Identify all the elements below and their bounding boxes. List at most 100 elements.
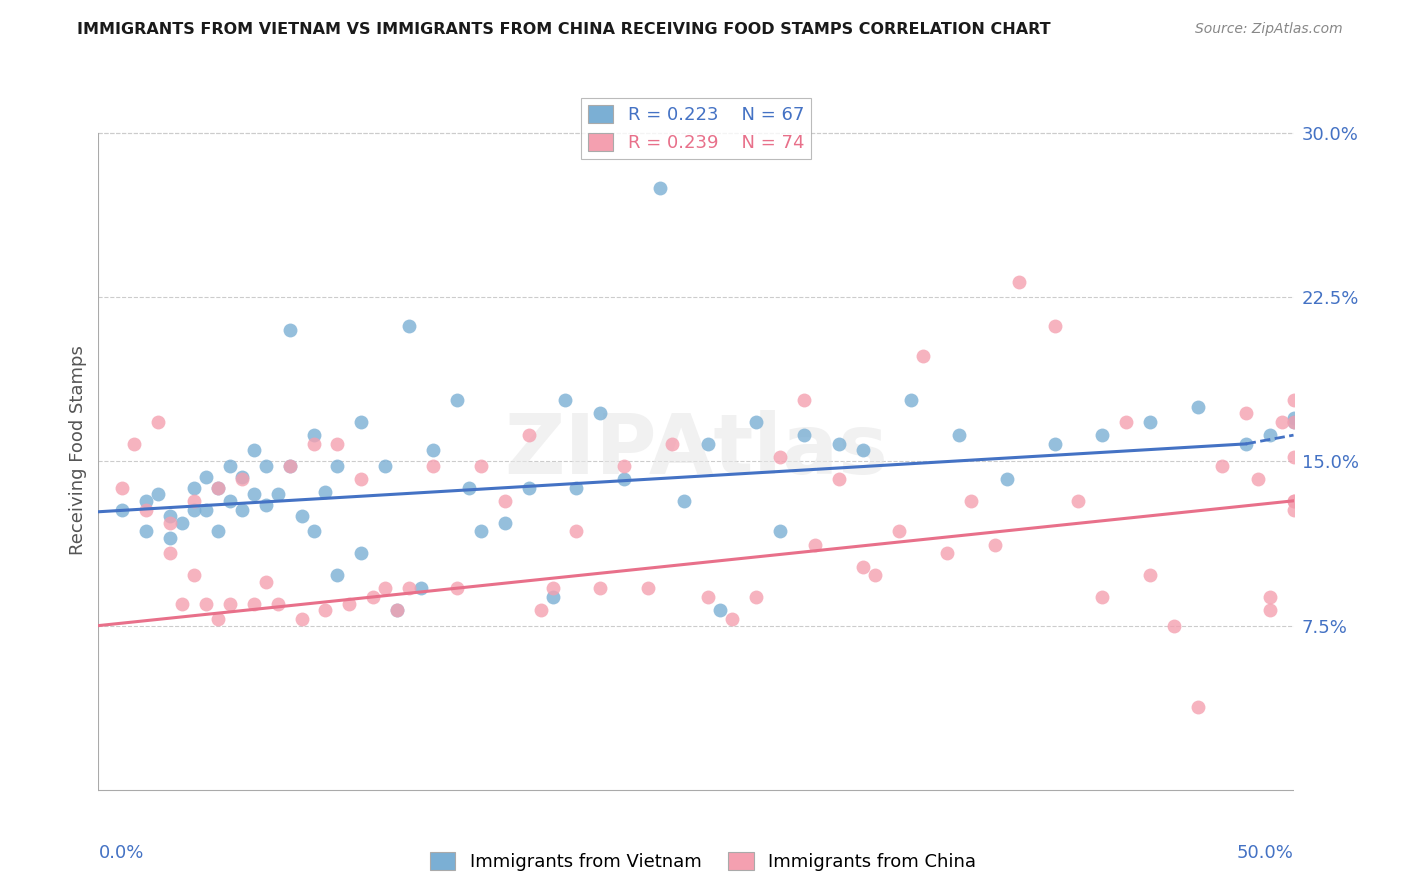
Point [374,458,396,473]
Point [111,502,134,516]
Text: IMMIGRANTS FROM VIETNAM VS IMMIGRANTS FROM CHINA RECEIVING FOOD STAMPS CORRELATI: IMMIGRANTS FROM VIETNAM VS IMMIGRANTS FR… [77,22,1050,37]
Point [900,393,922,408]
Point [1067,493,1090,508]
Point [984,538,1007,552]
Point [207,612,229,626]
Point [159,546,181,560]
Point [243,443,266,458]
Point [231,502,253,516]
Y-axis label: Receiving Food Stamps: Receiving Food Stamps [69,345,87,556]
Point [1258,428,1281,442]
Legend: R = 0.223    N = 67, R = 0.239    N = 74: R = 0.223 N = 67, R = 0.239 N = 74 [581,98,811,160]
Point [554,393,576,408]
Point [1211,458,1233,473]
Point [291,612,314,626]
Point [411,582,433,596]
Point [231,469,253,483]
Point [183,493,205,508]
Point [350,546,373,560]
Point [648,180,672,194]
Point [1258,590,1281,604]
Point [111,481,134,495]
Point [350,415,373,429]
Point [183,481,205,495]
Point [541,582,564,596]
Point [1282,450,1305,464]
Point [852,559,875,574]
Point [446,393,468,408]
Point [637,582,659,596]
Point [207,481,229,495]
Point [363,590,385,604]
Point [159,509,181,524]
Point [291,509,314,524]
Point [697,437,720,451]
Point [613,458,636,473]
Point [326,568,349,582]
Point [267,597,290,611]
Point [960,493,983,508]
Point [254,498,277,512]
Point [1271,415,1294,429]
Point [278,458,301,473]
Point [1115,415,1137,429]
Point [1043,437,1066,451]
Point [374,582,396,596]
Point [1163,618,1185,632]
Point [243,487,266,501]
Point [315,485,337,500]
Point [124,437,146,451]
Point [385,603,409,617]
Point [1139,415,1161,429]
Point [135,502,157,516]
Point [995,472,1018,486]
Point [673,493,696,508]
Point [865,568,887,582]
Point [195,469,218,483]
Point [494,516,516,530]
Point [172,597,194,611]
Point [159,531,181,545]
Point [1234,406,1257,420]
Point [159,516,181,530]
Point [195,502,218,516]
Point [530,603,553,617]
Point [517,481,540,495]
Point [517,428,540,442]
Point [219,493,242,508]
Point [1187,699,1209,714]
Point [1091,590,1114,604]
Point [745,590,768,604]
Point [1258,603,1281,617]
Point [852,443,875,458]
Point [1008,275,1031,289]
Point [889,524,911,539]
Text: 0.0%: 0.0% [98,844,143,863]
Point [446,582,468,596]
Point [315,603,337,617]
Point [828,472,851,486]
Point [135,524,157,539]
Point [1091,428,1114,442]
Point [183,568,205,582]
Point [326,437,349,451]
Point [1282,415,1305,429]
Point [565,524,588,539]
Point [254,574,277,589]
Point [470,458,492,473]
Point [183,502,205,516]
Point [219,597,242,611]
Point [458,481,481,495]
Point [589,406,612,420]
Point [1282,493,1305,508]
Point [1282,410,1305,425]
Point [470,524,492,539]
Point [1282,415,1305,429]
Point [793,428,815,442]
Point [936,546,959,560]
Point [793,393,815,408]
Point [172,516,194,530]
Point [1043,318,1066,333]
Point [195,597,218,611]
Point [948,428,970,442]
